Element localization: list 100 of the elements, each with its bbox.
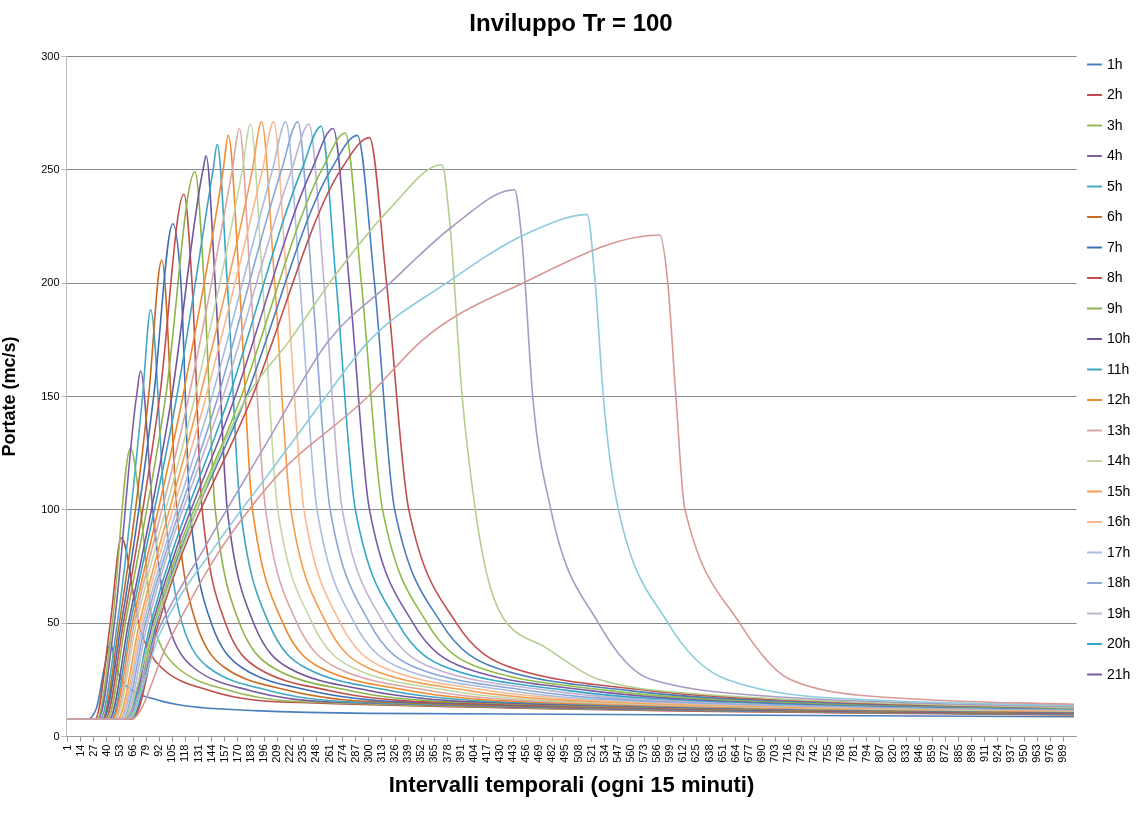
x-tick-label: 235 [296, 744, 309, 763]
legend-label: 16h [1107, 513, 1131, 529]
x-tick-label: 92 [152, 744, 165, 757]
x-tick-label: 950 [1017, 744, 1030, 763]
x-tick-label: 222 [283, 744, 296, 763]
x-tick-label: 79 [139, 744, 152, 757]
y-tick-label: 100 [41, 502, 60, 515]
legend-label: 2h [1107, 86, 1123, 102]
legend-label: 5h [1107, 177, 1123, 194]
legend-label: 8h [1107, 269, 1123, 285]
x-tick-label: 248 [309, 744, 322, 763]
x-tick-label: 326 [388, 744, 401, 763]
legend-label: 19h [1107, 604, 1131, 621]
x-tick-label: 508 [571, 744, 584, 763]
x-tick-label: 599 [663, 744, 676, 763]
x-tick-label: 209 [270, 744, 283, 763]
legend-label: 17h [1107, 543, 1131, 560]
y-tick-label: 150 [41, 389, 60, 402]
legend-label: 11h [1107, 360, 1130, 377]
y-tick-label: 0 [53, 729, 60, 742]
x-tick-label: 443 [506, 744, 519, 763]
y-tick-label: 300 [41, 49, 60, 62]
x-tick-label: 820 [886, 744, 899, 763]
legend-label: 15h [1107, 482, 1131, 499]
x-tick-label: 417 [479, 744, 492, 763]
x-tick-label: 196 [257, 744, 270, 763]
legend-label: 7h [1107, 238, 1123, 255]
x-tick-label: 144 [204, 744, 217, 763]
y-axis-title: Portate (mc/s) [0, 336, 20, 457]
legend-label: 4h [1107, 147, 1123, 163]
x-tick-label: 313 [375, 744, 387, 763]
x-tick-label: 14 [73, 744, 86, 757]
x-tick-label: 27 [86, 744, 99, 757]
x-tick-label: 703 [768, 744, 781, 763]
x-tick-label: 469 [532, 744, 545, 763]
x-tick-label: 586 [650, 744, 663, 763]
x-tick-label: 729 [794, 744, 807, 763]
legend-label: 20h [1107, 635, 1131, 651]
x-axis-title: Intervalli temporali (ogni 15 minuti) [388, 771, 755, 797]
x-tick-label: 989 [1056, 744, 1069, 763]
x-tick-label: 937 [1003, 744, 1016, 763]
legend-label: 9h [1107, 299, 1123, 316]
x-tick-label: 794 [859, 744, 872, 763]
x-tick-label: 638 [702, 744, 715, 763]
x-tick-label: 456 [519, 744, 532, 763]
x-tick-label: 859 [925, 744, 938, 763]
y-tick-label: 50 [47, 616, 60, 629]
x-tick-label: 807 [872, 744, 885, 763]
x-tick-label: 755 [820, 744, 833, 763]
x-tick-label: 651 [715, 744, 728, 763]
x-tick-label: 872 [938, 744, 951, 763]
y-tick-label: 250 [41, 162, 60, 175]
x-tick-label: 339 [401, 744, 414, 763]
x-tick-label: 911 [977, 744, 990, 763]
legend-label: 13h [1107, 421, 1131, 438]
y-tick-label: 200 [41, 276, 60, 289]
x-tick-label: 105 [165, 744, 178, 763]
x-tick-label: 846 [912, 744, 925, 763]
x-tick-label: 664 [728, 744, 741, 763]
x-tick-label: 781 [846, 744, 859, 763]
x-tick-label: 716 [781, 744, 794, 763]
x-tick-label: 131 [191, 744, 204, 763]
x-tick-label: 404 [466, 744, 479, 763]
x-tick-label: 53 [112, 744, 125, 757]
x-tick-label: 365 [427, 744, 440, 763]
x-tick-label: 768 [833, 744, 846, 763]
x-tick-label: 963 [1030, 744, 1043, 763]
x-tick-label: 391 [453, 744, 466, 763]
x-tick-label: 482 [545, 744, 558, 763]
legend-label: 1h [1107, 55, 1123, 72]
x-tick-label: 495 [558, 744, 571, 763]
x-tick-label: 924 [990, 744, 1003, 763]
x-tick-label: 300 [361, 744, 374, 763]
x-tick-label: 170 [230, 744, 243, 763]
x-tick-label: 547 [610, 744, 623, 763]
legend-label: 10h [1107, 330, 1131, 346]
legend-label: 12h [1107, 391, 1131, 407]
x-tick-label: 742 [807, 744, 820, 763]
x-tick-label: 612 [676, 744, 689, 763]
x-tick-label: 183 [243, 744, 256, 763]
legend-label: 14h [1107, 452, 1131, 468]
x-tick-label: 274 [335, 744, 348, 763]
x-tick-label: 157 [217, 744, 230, 763]
x-tick-label: 378 [440, 744, 453, 763]
chart-title: Inviluppo Tr = 100 [469, 9, 673, 36]
legend-label: 3h [1107, 116, 1123, 133]
x-tick-label: 677 [741, 744, 754, 763]
x-tick-label: 534 [597, 744, 610, 763]
x-tick-label: 521 [584, 744, 597, 763]
x-tick-label: 976 [1043, 744, 1056, 763]
x-tick-label: 625 [689, 744, 702, 763]
legend-label: 18h [1107, 574, 1131, 590]
legend-label: 6h [1107, 208, 1123, 224]
x-tick-label: 1 [60, 744, 73, 751]
x-tick-label: 261 [322, 744, 335, 763]
x-tick-label: 560 [623, 744, 636, 763]
x-tick-label: 40 [99, 744, 112, 757]
x-tick-label: 898 [964, 744, 977, 763]
x-tick-label: 885 [951, 744, 964, 763]
x-tick-label: 833 [899, 744, 912, 763]
